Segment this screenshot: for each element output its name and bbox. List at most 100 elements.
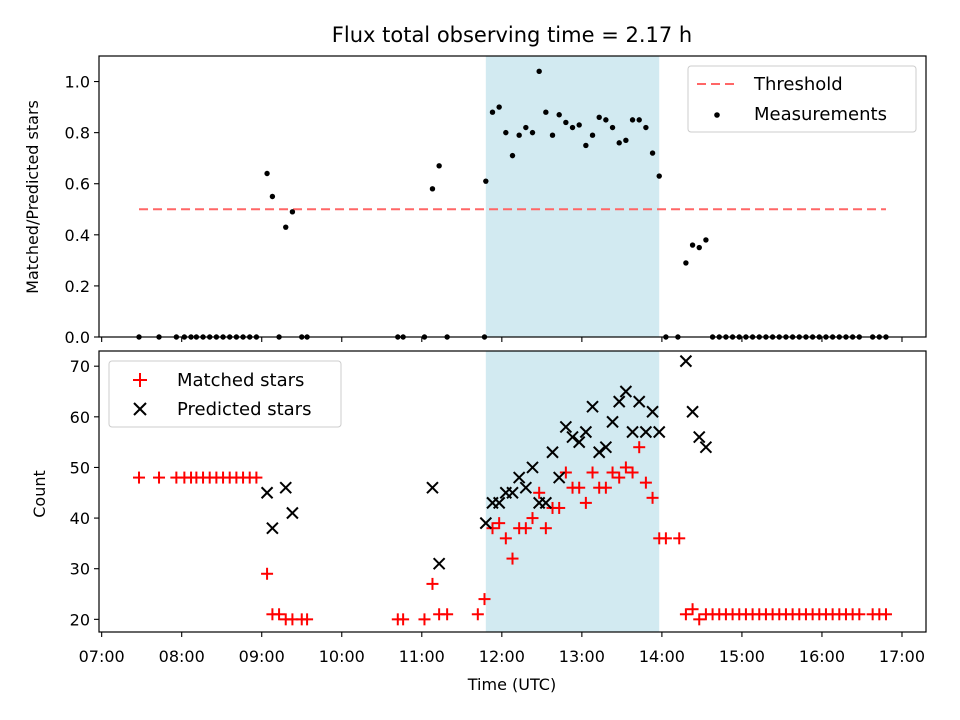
- top-ytick-label: 0.2: [65, 277, 90, 296]
- matched-star-point: [441, 608, 454, 621]
- predicted-star-point: [619, 385, 633, 398]
- measurement-point: [436, 163, 442, 169]
- measurement-point: [516, 132, 522, 138]
- matched-star-point: [418, 613, 431, 626]
- predicted-star-point: [279, 481, 292, 494]
- measurement-point: [629, 117, 636, 123]
- legend-threshold-label: Threshold: [753, 74, 843, 95]
- predicted-star-point: [552, 471, 566, 484]
- matched-star-point: [539, 522, 552, 535]
- predicted-star-point: [426, 481, 439, 494]
- predicted-star-point: [566, 430, 579, 444]
- matched-star-point: [478, 593, 491, 606]
- bottom-xtick-label: 11:00: [399, 647, 445, 666]
- predicted-star-point: [626, 425, 639, 439]
- top-ytick-label: 1.0: [65, 73, 90, 92]
- predicted-star-point: [492, 496, 506, 510]
- matched-star-point: [250, 471, 263, 484]
- top-panel: 0.0 0.2 0.4 0.6 0.8 1.0 Matched/Predicted sta…: [23, 55, 927, 347]
- matched-star-point: [301, 613, 314, 626]
- predicted-star-point: [653, 425, 666, 439]
- predicted-star-point: [579, 425, 593, 439]
- predicted-star-point: [699, 440, 713, 454]
- matched-star-point: [519, 522, 532, 535]
- matched-star-point: [471, 608, 484, 621]
- measurement-point: [609, 124, 616, 131]
- predicted-star-point: [586, 400, 599, 413]
- measurement-point: [496, 104, 502, 110]
- matched-star-point: [573, 481, 586, 494]
- matched-star-point: [506, 552, 519, 565]
- matched-star-point: [273, 608, 286, 621]
- bottom-xtick-label: 16:00: [799, 647, 845, 666]
- measurement-point: [503, 129, 509, 136]
- matched-star-point: [693, 613, 706, 626]
- measurement-point: [529, 129, 536, 136]
- measurement-point: [549, 132, 556, 138]
- legend-predicted-swatch: [133, 402, 147, 416]
- predicted-star-point: [639, 425, 653, 439]
- measurement-point: [569, 124, 576, 131]
- measurement-point: [289, 209, 296, 215]
- measurement-point: [583, 142, 589, 149]
- measurement-point: [636, 117, 642, 123]
- legend-predicted-label: Predicted stars: [177, 399, 311, 420]
- legend-measurements-label: Measurements: [754, 104, 887, 125]
- predicted-star-point: [572, 435, 586, 449]
- figure-title: Flux total observing time = 2.17 h: [332, 23, 692, 47]
- measurement-point: [523, 124, 529, 131]
- predicted-star-point: [599, 440, 613, 454]
- matched-star-point: [686, 603, 699, 616]
- predicted-star-point: [679, 354, 693, 368]
- predicted-star-point: [519, 481, 533, 494]
- matched-star-point: [639, 476, 652, 489]
- matched-star-point: [613, 471, 626, 484]
- matched-star-point: [599, 481, 612, 494]
- top-ytick-label: 0.4: [65, 226, 90, 245]
- matched-star-point: [526, 512, 539, 525]
- matched-star-point: [626, 466, 639, 479]
- top-ytick-label: 0.0: [65, 328, 90, 347]
- predicted-star-point: [646, 405, 659, 418]
- measurement-point: [616, 140, 622, 146]
- predicted-star-point: [432, 557, 446, 570]
- bottom-ytick-label: 20: [70, 610, 90, 629]
- matched-star-point: [426, 577, 439, 590]
- bottom-ylabel: Count: [30, 470, 49, 518]
- matched-star-point: [153, 471, 166, 484]
- bottom-axes-frame: [98, 350, 927, 633]
- measurement-point: [643, 124, 649, 131]
- measurement-point: [589, 132, 596, 138]
- bottom-ytick-label: 60: [70, 408, 90, 427]
- matched-star-point: [673, 532, 686, 545]
- predicted-star-point: [686, 405, 699, 418]
- top-ylabel: Matched/Predicted stars: [23, 100, 42, 294]
- legend-matched-label: Matched stars: [177, 370, 304, 391]
- matched-star-point: [679, 608, 692, 621]
- matched-star-point: [606, 466, 619, 479]
- matched-star-point: [879, 608, 892, 621]
- matched-star-point: [133, 471, 146, 484]
- matched-star-point: [493, 517, 506, 530]
- top-legend: Threshold Measurements: [687, 65, 917, 133]
- top-axes-frame: [98, 55, 927, 338]
- measurement-point: [264, 170, 270, 177]
- bottom-ytick-label: 50: [70, 458, 90, 477]
- matched-star-point: [533, 486, 546, 499]
- bottom-xtick-label: 15:00: [719, 647, 765, 666]
- predicted-star-point: [693, 430, 706, 444]
- measurement-point: [689, 242, 696, 248]
- predicted-star-point: [539, 496, 553, 510]
- measurement-point: [556, 112, 562, 118]
- measurement-point: [543, 109, 549, 115]
- measurement-point: [649, 150, 656, 156]
- matched-star-point: [553, 501, 566, 514]
- measurement-point: [429, 186, 436, 192]
- measurement-point: [656, 173, 662, 179]
- bottom-panel: 20 30 40 50 60 70 07:00 08:00 09:00 10:00 11:00 12…: [30, 350, 927, 694]
- bottom-xtick-label: 12:00: [479, 647, 525, 666]
- top-ytick-label: 0.8: [65, 124, 90, 143]
- matched-star-point: [261, 567, 274, 580]
- top-shaded-span: [485, 56, 660, 337]
